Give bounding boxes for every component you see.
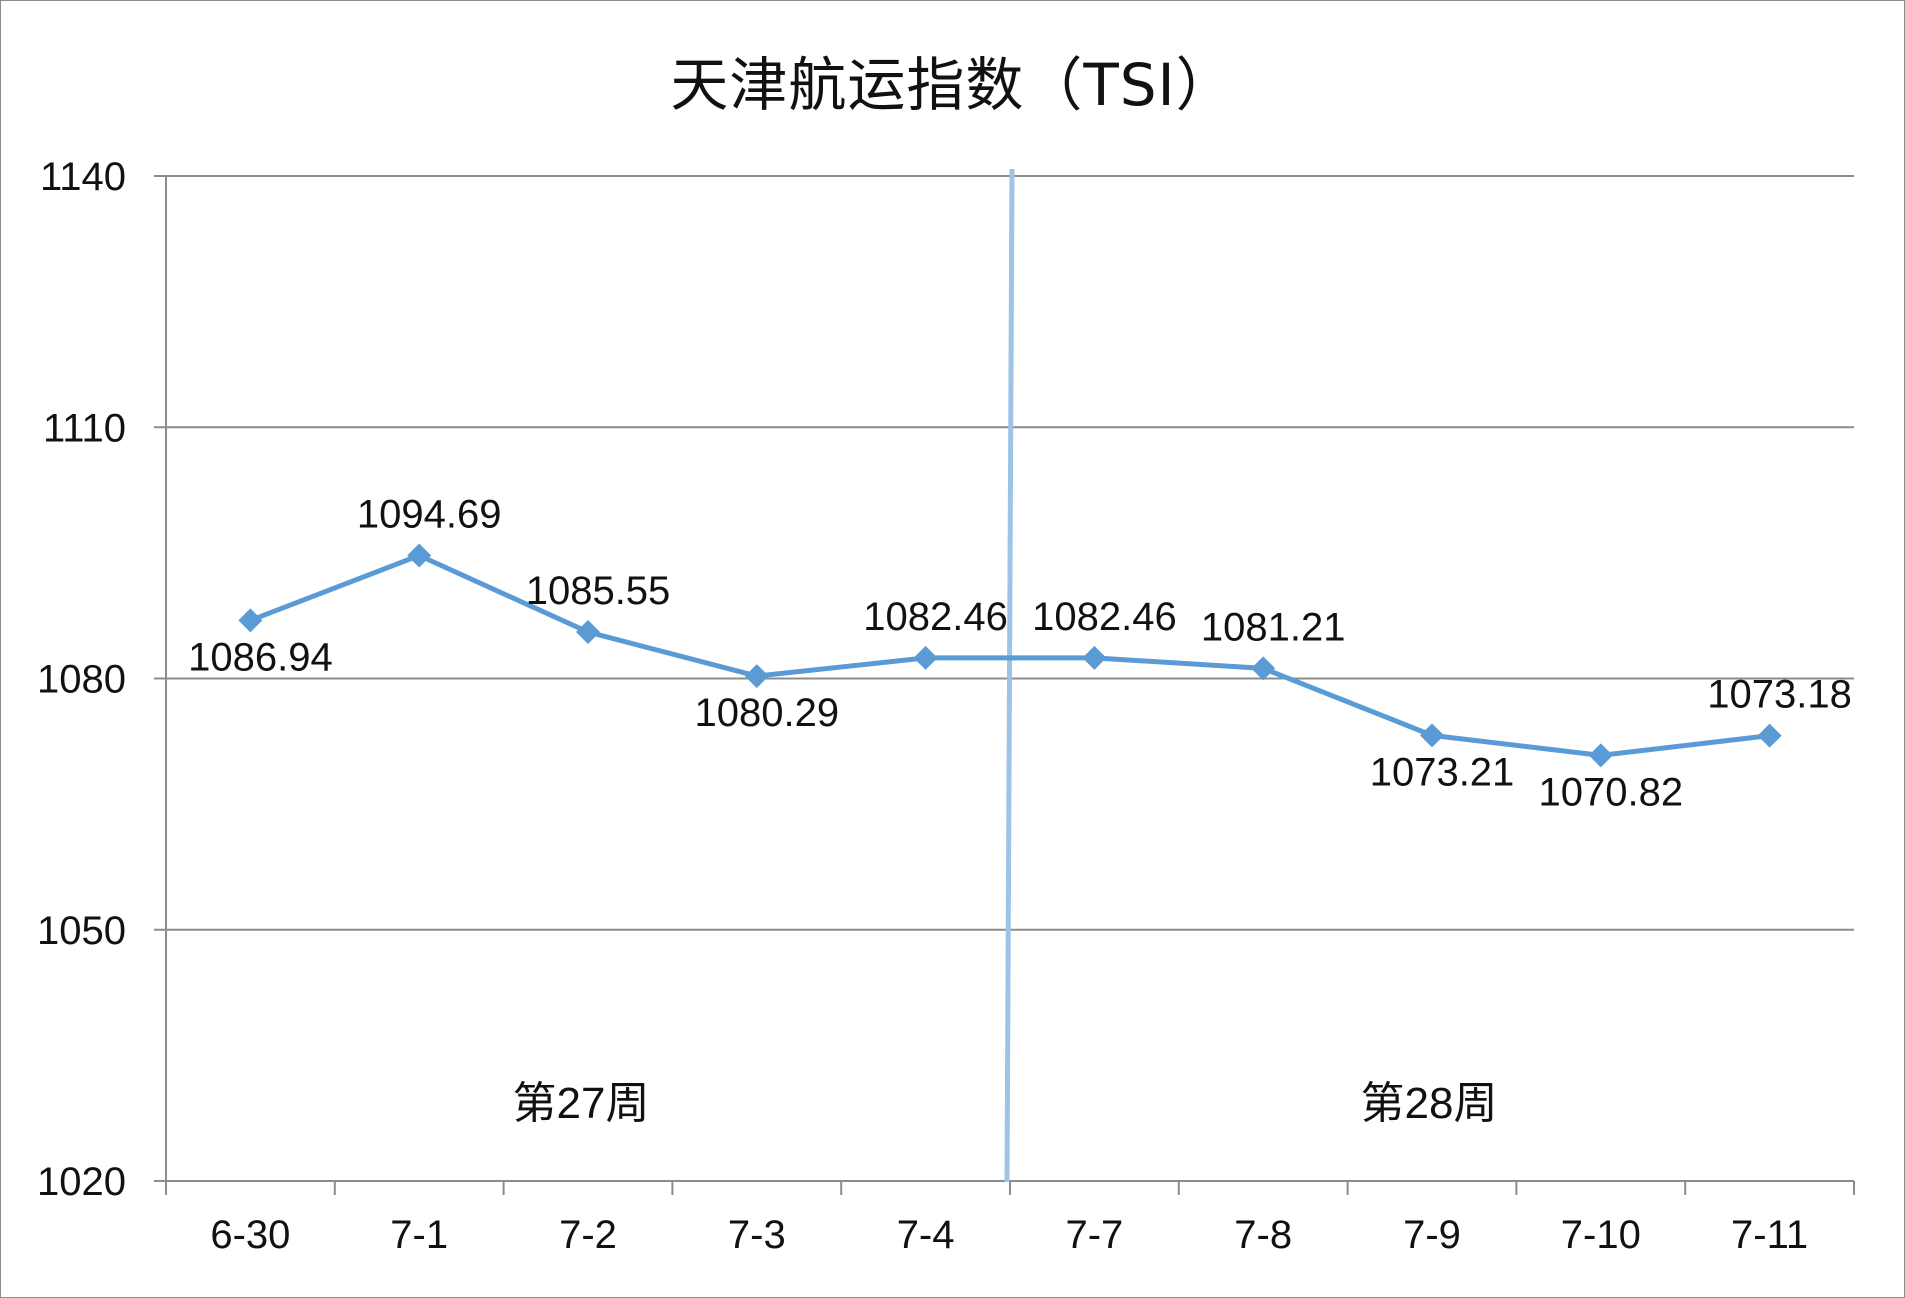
y-tick-label: 1140 [40,155,126,199]
x-tick-label: 7-2 [559,1213,617,1257]
x-tick-label: 7-11 [1731,1213,1808,1257]
data-point-marker [913,645,938,670]
data-point-marker [1082,645,1107,670]
axes: 1020 1050 1080 1110 1140 6-30 7-1 7-2 7-3 7-4 7-7 7… [37,155,1855,1257]
week-28-label: 第28周 [1361,1079,1498,1128]
chart-title: 天津航运指数（TSI） [670,51,1235,119]
data-label: 1086.94 [188,635,333,679]
data-point-marker [1588,743,1613,768]
data-labels: 1086.94 1094.69 1085.55 1080.29 1082.46 1082.… [188,492,1852,814]
x-tick-label: 7-4 [897,1213,955,1257]
data-label: 1082.46 [1032,595,1177,639]
x-tick-label: 7-7 [1065,1213,1123,1257]
data-point-marker [744,664,769,689]
data-point-marker [1251,656,1276,681]
y-tick-label: 1080 [37,658,126,702]
data-point-marker [1757,723,1782,748]
week-divider [1004,168,1015,1183]
x-tick-label: 6-30 [210,1213,290,1257]
data-label: 1070.82 [1539,770,1684,814]
y-tick-label: 1050 [37,909,126,953]
data-point-marker [238,608,263,633]
data-label: 1081.21 [1201,605,1346,649]
x-tick-label: 7-10 [1561,1213,1641,1257]
data-point-marker [1420,723,1444,748]
data-label: 1094.69 [357,492,502,536]
week-annotations: 第27周 第28周 [513,1079,1498,1128]
data-label: 1073.21 [1370,750,1515,794]
data-label: 1082.46 [863,595,1008,639]
week-27-label: 第27周 [513,1079,650,1128]
series [238,543,1782,768]
data-point-marker [407,543,432,568]
data-label: 1073.18 [1707,673,1852,717]
x-tick-label: 7-9 [1403,1213,1461,1257]
x-tick-label: 7-8 [1234,1213,1292,1257]
series-line [249,552,1770,758]
week-divider-line [1004,168,1015,1183]
y-tick-label: 1020 [37,1160,126,1204]
y-tick-label: 1110 [43,406,126,450]
data-point-marker [576,620,600,645]
x-tick-label: 7-3 [728,1213,786,1257]
x-tick-label: 7-1 [390,1213,448,1257]
data-label: 1085.55 [526,569,671,613]
data-label: 1080.29 [695,691,840,735]
